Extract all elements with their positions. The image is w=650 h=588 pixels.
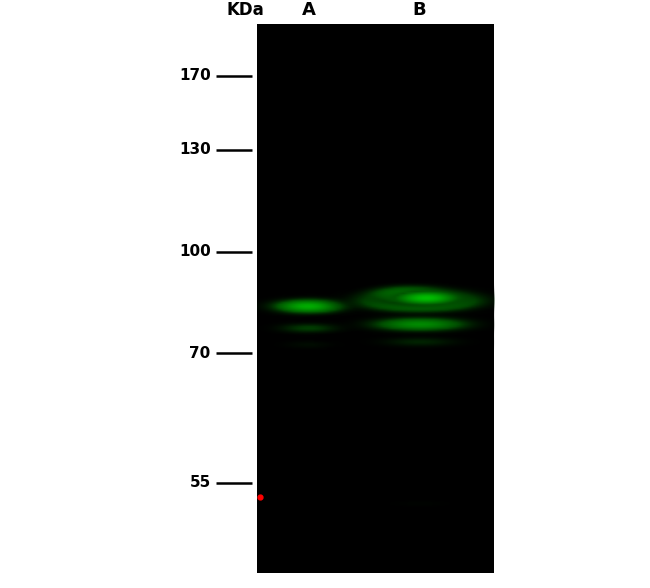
Text: B: B xyxy=(413,1,426,19)
Text: 170: 170 xyxy=(179,68,211,83)
Text: 130: 130 xyxy=(179,142,211,158)
Text: 100: 100 xyxy=(179,244,211,259)
Text: 70: 70 xyxy=(189,346,211,361)
Text: A: A xyxy=(302,1,316,19)
Text: 55: 55 xyxy=(189,475,211,490)
FancyBboxPatch shape xyxy=(257,24,494,573)
Text: KDa: KDa xyxy=(226,1,264,19)
